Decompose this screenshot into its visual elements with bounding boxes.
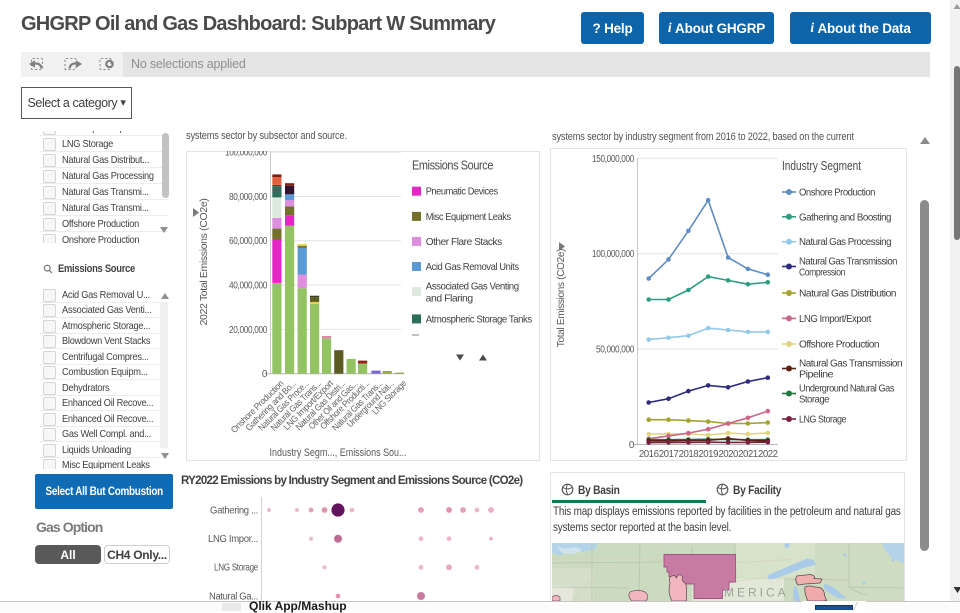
svg-text:150,000,000: 150,000,000 [592, 154, 635, 165]
svg-text:2019: 2019 [698, 449, 718, 459]
svg-text:2021: 2021 [738, 449, 758, 459]
svg-text:Gathering ...: Gathering ... [210, 505, 258, 516]
svg-text:Acid Gas Removal Units: Acid Gas Removal Units [426, 262, 519, 273]
svg-text:80,000,000: 80,000,000 [229, 192, 268, 203]
svg-text:MERICA: MERICA [724, 586, 789, 600]
svg-text:Pneumatic Devices: Pneumatic Devices [426, 187, 498, 198]
svg-text:Natural Gas Distribution: Natural Gas Distribution [799, 289, 896, 300]
svg-text:2018: 2018 [679, 449, 699, 459]
svg-text:LNG Impor...: LNG Impor... [208, 534, 258, 545]
svg-text:Misc Equipment Leaks: Misc Equipment Leaks [426, 212, 511, 223]
svg-text:50,000,000: 50,000,000 [596, 345, 635, 356]
svg-text:Total Emissions (CO2e): Total Emissions (CO2e) [556, 249, 567, 347]
svg-text:2022 Total Emissions (CO2e): 2022 Total Emissions (CO2e) [198, 199, 210, 326]
svg-text:100,000,000: 100,000,000 [592, 249, 635, 260]
svg-text:Pipeline: Pipeline [799, 370, 834, 381]
svg-text:60,000,000: 60,000,000 [229, 236, 268, 247]
svg-text:Industry Segment: Industry Segment [782, 158, 861, 173]
svg-text:Natural Ga...: Natural Ga... [209, 591, 258, 601]
svg-text:Associated Gas Venting: Associated Gas Venting [426, 282, 520, 293]
svg-text:LNG Import/Export: LNG Import/Export [799, 314, 872, 325]
svg-text:Industry Segm..., Emissions So: Industry Segm..., Emissions Sou... [270, 447, 407, 459]
svg-text:Underground Natural Gas: Underground Natural Gas [799, 384, 894, 395]
svg-text:LNG Storage: LNG Storage [214, 563, 259, 574]
svg-text:Storage: Storage [799, 395, 830, 406]
svg-text:0: 0 [629, 440, 635, 451]
svg-text:20,000,000: 20,000,000 [229, 325, 268, 336]
svg-text:Natural Gas Transmission: Natural Gas Transmission [799, 359, 902, 370]
svg-text:Onshore Production: Onshore Production [799, 188, 875, 199]
svg-text:and Flaring: and Flaring [426, 294, 474, 305]
svg-text:40,000,000: 40,000,000 [229, 280, 268, 291]
svg-text:2016: 2016 [639, 449, 659, 459]
svg-text:Atmospheric Storage Tanks: Atmospheric Storage Tanks [426, 314, 532, 325]
svg-text:2022: 2022 [758, 449, 778, 459]
svg-text:Emissions Source: Emissions Source [412, 158, 493, 173]
svg-text:0: 0 [262, 369, 268, 380]
svg-text:2020: 2020 [718, 449, 739, 459]
svg-text:100,000,000: 100,000,000 [225, 151, 268, 159]
svg-text:Gathering and Boosting: Gathering and Boosting [799, 212, 891, 223]
svg-text:Compression: Compression [799, 268, 845, 279]
svg-text:Natural Gas Processing: Natural Gas Processing [799, 237, 891, 248]
svg-text:Natural Gas Transmission: Natural Gas Transmission [799, 257, 897, 268]
svg-text:2017: 2017 [659, 449, 679, 459]
svg-text:LNG Storage: LNG Storage [799, 415, 847, 426]
svg-text:Other Flare Stacks: Other Flare Stacks [426, 237, 502, 248]
svg-text:Offshore Production: Offshore Production [799, 340, 879, 351]
